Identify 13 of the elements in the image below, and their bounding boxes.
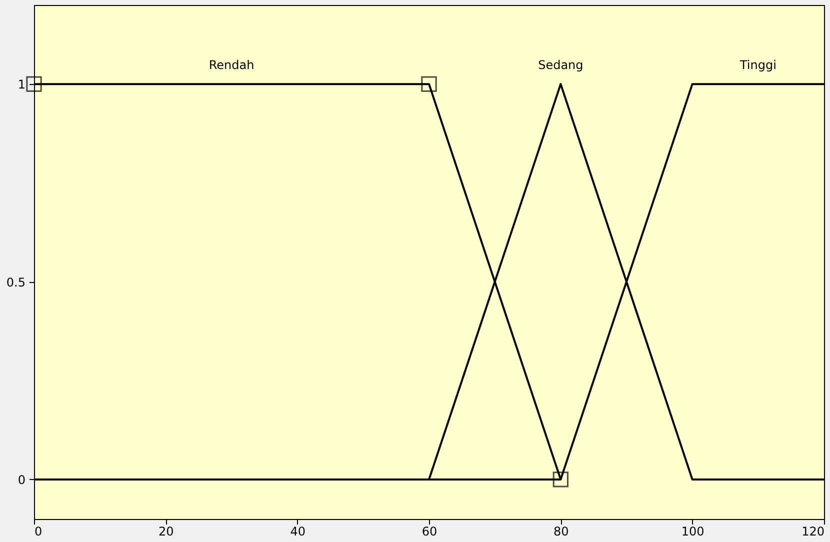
y-tick-label: 1: [18, 78, 26, 92]
x-tick-label: 0: [34, 524, 42, 538]
series-label: Sedang: [538, 58, 584, 72]
x-tick-label: 60: [422, 524, 438, 538]
y-tick-label: 0: [18, 472, 26, 487]
series-label: Rendah: [208, 58, 254, 72]
x-tick-label: 80: [554, 524, 569, 538]
series-label: Tinggi: [738, 58, 776, 72]
x-tick-label: 20: [158, 524, 174, 538]
x-tick-label: 120: [802, 524, 824, 538]
y-tick-label: 0.5: [6, 275, 26, 290]
x-tick-label: 100: [681, 524, 704, 538]
x-tick-label: 40: [290, 524, 306, 538]
